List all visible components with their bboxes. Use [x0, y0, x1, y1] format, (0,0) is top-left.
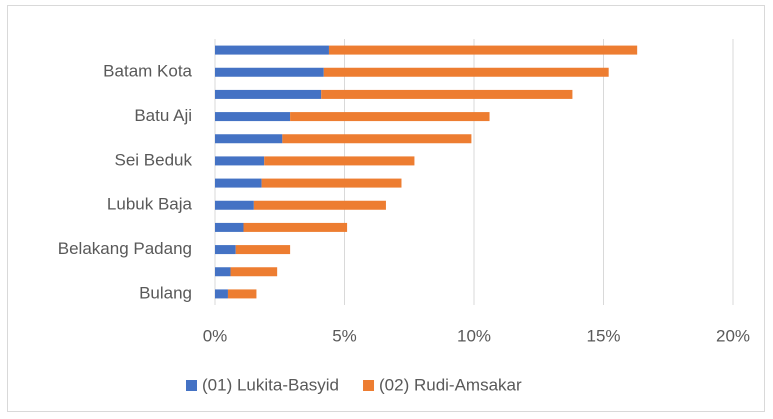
bar-segment	[215, 267, 231, 277]
legend-swatch	[363, 380, 375, 391]
bar-segment	[253, 200, 386, 210]
x-tick-label: 5%	[332, 326, 357, 345]
x-tick-label: 0%	[203, 326, 228, 345]
bar-segment	[215, 200, 254, 210]
bar-segment	[215, 156, 265, 166]
bar-segment	[227, 289, 257, 299]
bar-segment	[215, 245, 236, 255]
x-tick-label: 15%	[586, 326, 620, 345]
bar-segment	[282, 134, 472, 144]
bar-segment	[230, 267, 278, 277]
bar-segment	[215, 178, 262, 188]
bar-segment	[243, 222, 348, 232]
bar-segment	[235, 245, 291, 255]
bar-segment	[328, 45, 638, 55]
bar-segment	[215, 45, 329, 55]
legend-swatch	[186, 380, 197, 391]
bar-segment	[215, 112, 291, 122]
y-tick-label: Sei Beduk	[115, 150, 193, 169]
y-tick-label: Lubuk Baja	[107, 195, 193, 214]
bar-segment	[264, 156, 415, 166]
bar-segment	[215, 134, 283, 144]
bar-segment	[215, 222, 244, 232]
bar-segment	[323, 67, 609, 77]
bar-segment	[215, 289, 228, 299]
y-tick-label: Belakang Padang	[58, 239, 192, 258]
y-tick-label: Batu Aji	[134, 106, 192, 125]
legend-label: (01) Lukita-Basyid	[202, 375, 339, 394]
bar-segment	[261, 178, 402, 188]
bar-segment	[215, 89, 322, 99]
legend-label: (02) Rudi-Amsakar	[379, 375, 522, 394]
y-tick-label: Batam Kota	[103, 62, 192, 81]
x-tick-label: 10%	[457, 326, 491, 345]
bar-segment	[215, 67, 324, 77]
y-tick-label: Bulang	[139, 283, 192, 302]
bar-segment	[290, 112, 490, 122]
x-tick-label: 20%	[716, 326, 750, 345]
bar-segment	[321, 89, 573, 99]
